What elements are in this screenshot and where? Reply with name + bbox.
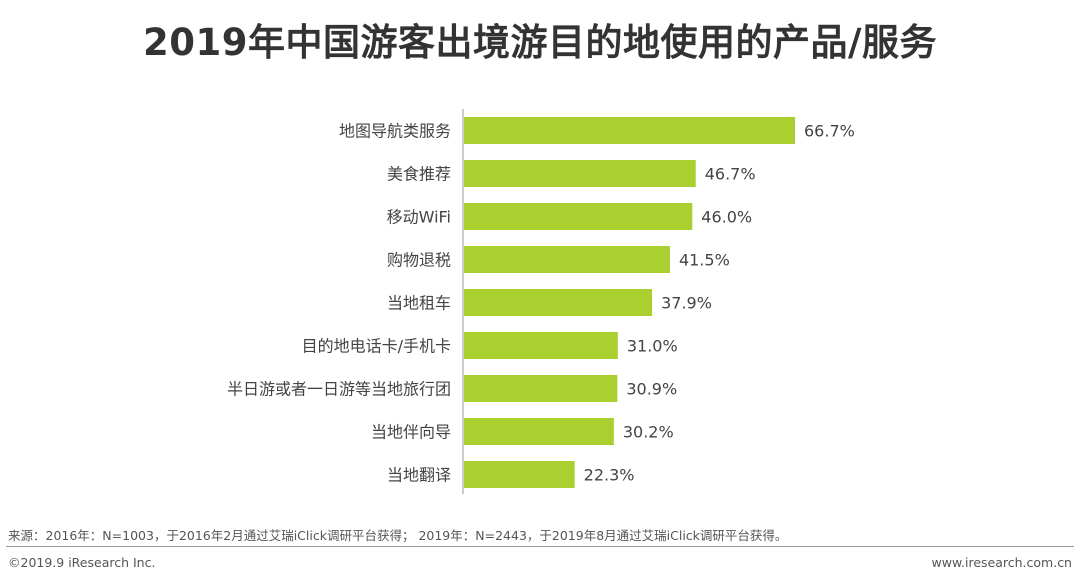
value-label: 31.0% bbox=[627, 337, 678, 356]
footer-divider bbox=[6, 546, 1074, 547]
category-label: 目的地电话卡/手机卡 bbox=[302, 337, 451, 356]
bar bbox=[464, 117, 795, 144]
category-label: 移动WiFi bbox=[387, 208, 451, 227]
value-label: 66.7% bbox=[804, 122, 855, 141]
value-label: 46.0% bbox=[701, 208, 752, 227]
value-label: 41.5% bbox=[679, 251, 730, 270]
value-label: 30.9% bbox=[626, 380, 677, 399]
bar bbox=[464, 375, 618, 402]
value-label: 37.9% bbox=[661, 294, 712, 313]
bar bbox=[464, 332, 618, 359]
value-label: 30.2% bbox=[623, 423, 674, 442]
value-label: 46.7% bbox=[705, 165, 756, 184]
bars-layer: 地图导航类服务 66.7% 美食推荐 46.7% 移动WiFi 46.0% 购物退税 41.5… bbox=[227, 109, 855, 494]
website-url: www.iresearch.com.cn bbox=[931, 555, 1073, 570]
value-label: 22.3% bbox=[584, 466, 635, 485]
bar bbox=[464, 418, 614, 445]
bar bbox=[464, 160, 696, 187]
category-label: 当地伴向导 bbox=[371, 423, 451, 442]
category-label: 半日游或者一日游等当地旅行团 bbox=[227, 380, 451, 399]
copyright: ©2019.9 iResearch Inc. bbox=[8, 555, 156, 570]
category-label: 地图导航类服务 bbox=[339, 122, 451, 141]
bar bbox=[464, 203, 693, 230]
category-label: 美食推荐 bbox=[387, 165, 451, 184]
source-note: 来源：2016年：N=1003，于2016年2月通过艾瑞iClick调研平台获得… bbox=[8, 528, 788, 543]
category-label: 当地翻译 bbox=[387, 466, 451, 485]
category-label: 购物退税 bbox=[387, 251, 451, 270]
bar bbox=[464, 246, 670, 273]
chart-title: 2019年中国游客出境游目的地使用的产品/服务 bbox=[143, 21, 937, 64]
category-label: 当地租车 bbox=[387, 294, 451, 313]
bar bbox=[464, 461, 575, 488]
bar bbox=[464, 289, 653, 316]
